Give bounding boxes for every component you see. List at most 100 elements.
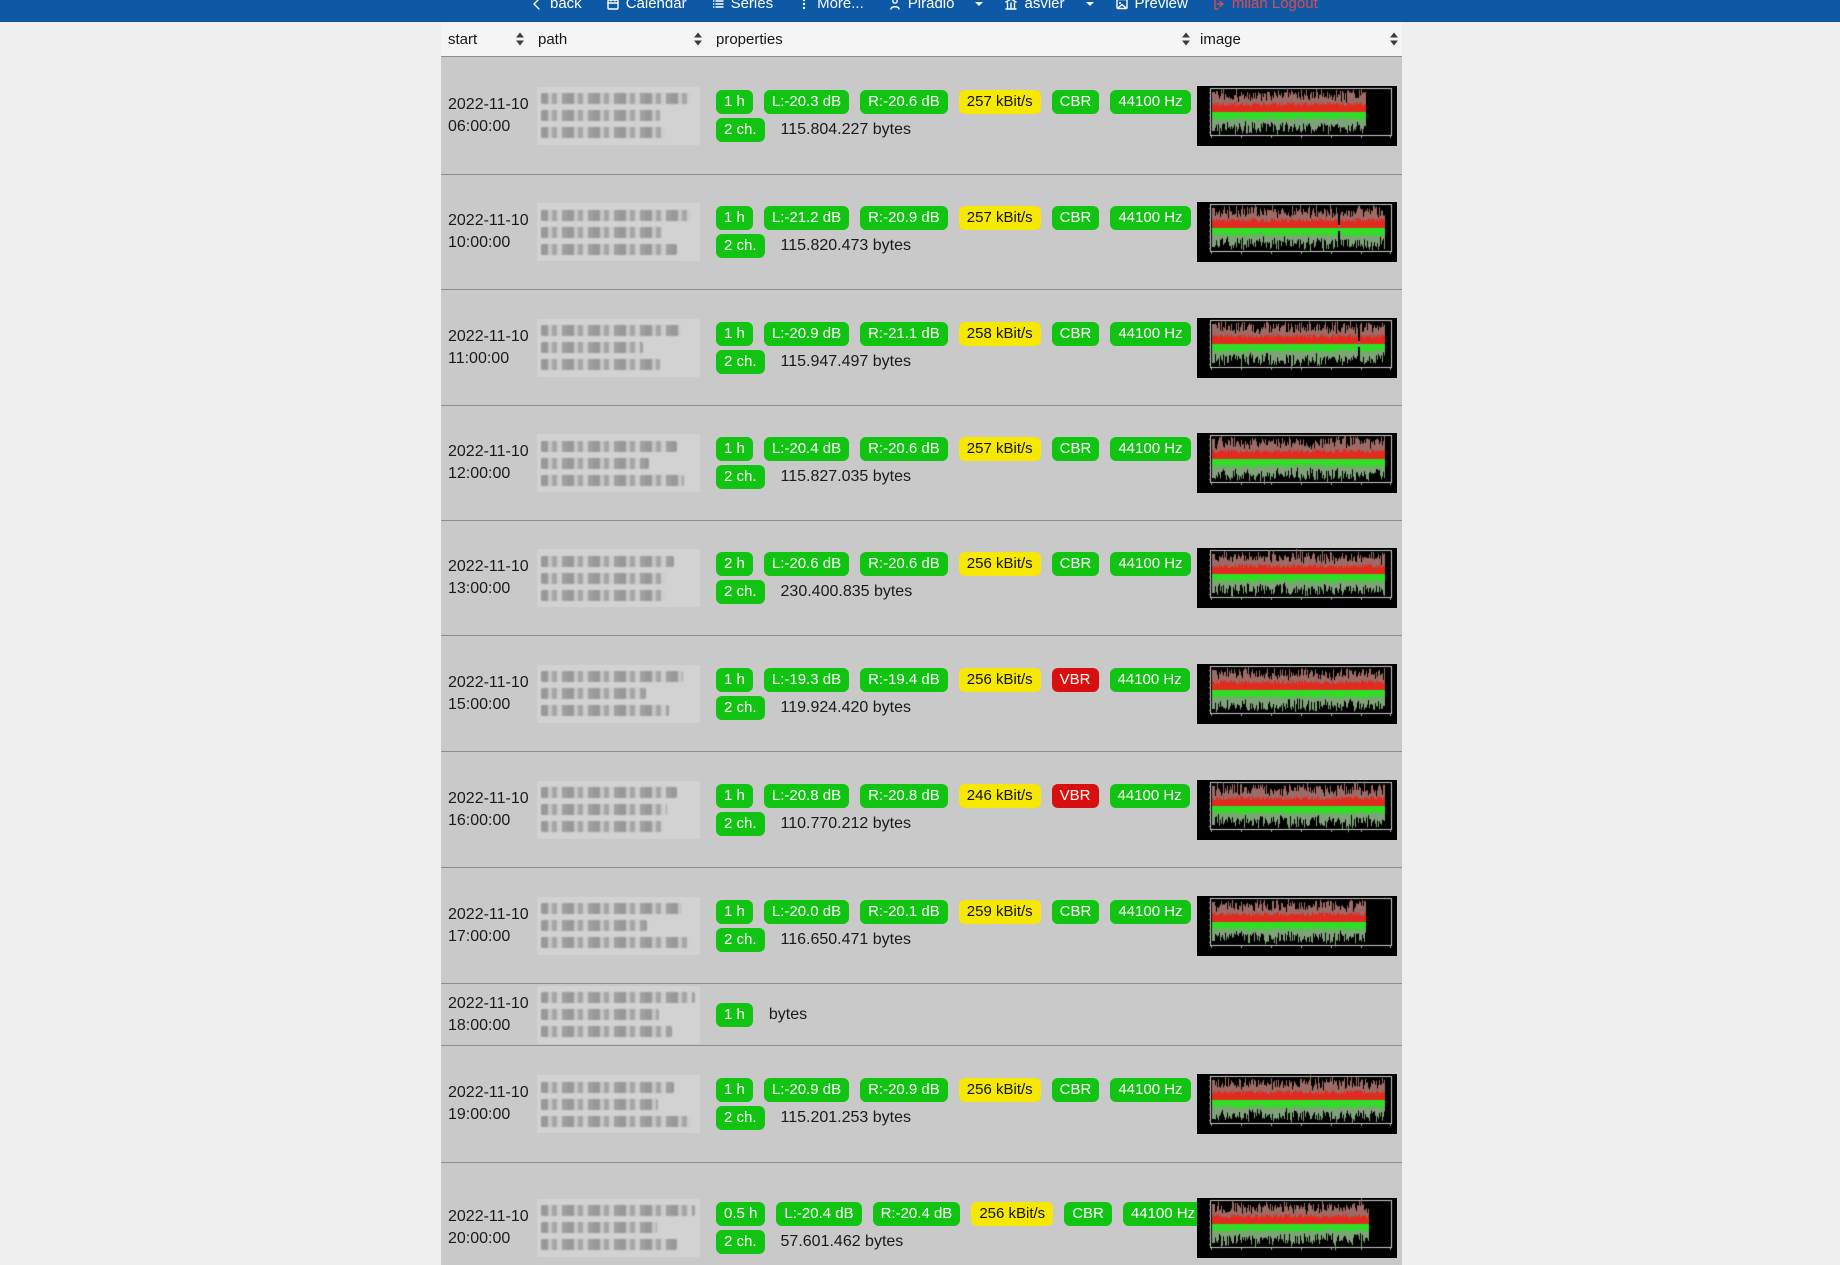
waveform-thumbnail[interactable] bbox=[1197, 1074, 1397, 1134]
duration-badge: 1 h bbox=[716, 899, 753, 924]
recordings-table: start path properties image 2022-11-10 0… bbox=[441, 22, 1402, 1265]
table-row[interactable]: 2022-11-10 19:00:00 1 h L:-20.9 dB R:-20.9… bbox=[441, 1045, 1402, 1162]
nav-item-asvler[interactable]: asvler bbox=[1004, 0, 1065, 12]
sort-icon-start[interactable] bbox=[516, 32, 524, 46]
channels-badge: 2 ch. bbox=[716, 1106, 765, 1130]
waveform-thumbnail[interactable] bbox=[1197, 433, 1397, 493]
properties-line-1: 1 h L:-20.9 dB R:-21.1 dB 258 kBit/s CBR 4410… bbox=[716, 321, 1191, 346]
column-header-image[interactable]: image bbox=[1200, 30, 1241, 48]
bitrate-badge: 256 kBit/s bbox=[958, 667, 1041, 692]
left-level-badge: L:-20.3 dB bbox=[763, 89, 850, 114]
channels-badge: 2 ch. bbox=[716, 580, 765, 604]
waveform-thumbnail[interactable] bbox=[1197, 779, 1397, 840]
sample-rate-badge: 44100 Hz bbox=[1110, 89, 1191, 114]
sample-rate-badge: 44100 Hz bbox=[1110, 437, 1191, 461]
duration-badge: 0.5 h bbox=[716, 1201, 766, 1226]
properties-cell: 1 h L:-19.3 dB R:-19.4 dB 256 kBit/s VBR 4410… bbox=[716, 667, 1190, 720]
waveform-thumbnail[interactable] bbox=[1197, 202, 1397, 262]
nav-item-back[interactable]: back bbox=[530, 0, 582, 12]
channels-badge: 2 ch. bbox=[716, 117, 765, 142]
table-row[interactable]: 2022-11-10 20:00:00 0.5 h L:-20.4 dB R:-20… bbox=[441, 1162, 1402, 1265]
left-level-badge: L:-21.2 dB bbox=[763, 206, 850, 230]
nav-item-more[interactable]: More... bbox=[797, 0, 864, 12]
path-cell-redacted bbox=[537, 434, 700, 492]
redacted-text-line bbox=[541, 920, 647, 931]
redacted-text-line bbox=[541, 903, 682, 914]
table-row[interactable]: 2022-11-10 10:00:00 1 h L:-21.2 dB R:-20.9… bbox=[441, 174, 1402, 289]
left-level-badge: L:-20.6 dB bbox=[763, 552, 850, 576]
file-size: 115.804.227 bytes bbox=[780, 120, 912, 138]
redacted-text-line bbox=[541, 1115, 691, 1127]
table-row[interactable]: 2022-11-10 16:00:00 1 h L:-20.8 dB R:-20.8… bbox=[441, 751, 1402, 867]
encoding-mode-badge: CBR bbox=[1064, 1201, 1112, 1226]
table-row[interactable]: 2022-11-10 11:00:00 1 h L:-20.9 dB R:-21.1… bbox=[441, 289, 1402, 405]
column-header-path[interactable]: path bbox=[538, 30, 568, 48]
nav-item-label: Preview bbox=[1134, 0, 1188, 12]
sort-icon-path[interactable] bbox=[694, 32, 702, 46]
channels-badge: 2 ch. bbox=[716, 695, 765, 720]
sample-rate-badge: 44100 Hz bbox=[1122, 1201, 1204, 1226]
nav-item-milan-logout[interactable]: milan Logout bbox=[1212, 0, 1318, 12]
redacted-text-line bbox=[541, 93, 690, 104]
start-cell: 2022-11-10 11:00:00 bbox=[448, 327, 529, 367]
sort-icon-image[interactable] bbox=[1390, 32, 1398, 46]
nav-item-piradio[interactable]: Piradio bbox=[888, 0, 954, 12]
properties-line-1: 1 h L:-20.9 dB R:-20.9 dB 256 kBit/s CBR 4410… bbox=[716, 1078, 1191, 1102]
redacted-text-line bbox=[541, 1009, 659, 1020]
properties-cell: 1 h L:-20.8 dB R:-20.8 dB 246 kBit/s VBR 4410… bbox=[716, 783, 1190, 836]
nav-caret[interactable] bbox=[1083, 0, 1097, 11]
start-cell: 2022-11-10 13:00:00 bbox=[448, 558, 529, 597]
waveform-thumbnail[interactable] bbox=[1197, 663, 1397, 724]
nav-item-series[interactable]: Series bbox=[711, 0, 774, 12]
bitrate-badge: 246 kBit/s bbox=[958, 783, 1041, 808]
waveform-thumbnail[interactable] bbox=[1197, 317, 1397, 378]
encoding-mode-badge: CBR bbox=[1051, 899, 1100, 924]
waveform-thumbnail[interactable] bbox=[1197, 85, 1397, 146]
table-row[interactable]: 2022-11-10 15:00:00 1 h L:-19.3 dB R:-19.4… bbox=[441, 635, 1402, 751]
path-cell-redacted bbox=[537, 1075, 700, 1133]
left-level-badge: L:-20.4 dB bbox=[776, 1201, 862, 1226]
image-icon bbox=[1115, 0, 1128, 9]
file-size: 115.201.253 bytes bbox=[780, 1109, 912, 1126]
duration-badge: 1 h bbox=[716, 89, 753, 114]
table-row[interactable]: 2022-11-10 18:00:00 1 h bytes bbox=[441, 983, 1402, 1045]
waveform-thumbnail[interactable] bbox=[1197, 548, 1397, 608]
table-row[interactable]: 2022-11-10 17:00:00 1 h L:-20.0 dB R:-20.1… bbox=[441, 867, 1402, 983]
encoding-mode-badge: CBR bbox=[1051, 1078, 1100, 1102]
waveform-thumbnail[interactable] bbox=[1197, 895, 1397, 956]
right-level-badge: R:-20.8 dB bbox=[860, 783, 948, 808]
bitrate-badge: 257 kBit/s bbox=[958, 206, 1041, 230]
properties-line-2: 2 ch. 110.770.212 bytes bbox=[716, 811, 1190, 836]
sample-rate-badge: 44100 Hz bbox=[1109, 667, 1190, 692]
properties-line-2: 2 ch. 116.650.471 bytes bbox=[716, 927, 1191, 952]
right-level-badge: R:-21.1 dB bbox=[860, 321, 948, 346]
duration-badge: 1 h bbox=[716, 206, 753, 230]
properties-cell: 1 h L:-21.2 dB R:-20.9 dB 257 kBit/s CBR 4410… bbox=[716, 206, 1191, 258]
sample-rate-badge: 44100 Hz bbox=[1110, 899, 1191, 924]
nav-item-calendar[interactable]: Calendar bbox=[606, 0, 687, 12]
bitrate-badge: 256 kBit/s bbox=[958, 1078, 1041, 1102]
sort-icon-properties[interactable] bbox=[1182, 32, 1190, 46]
nav-item-label: Calendar bbox=[625, 0, 687, 12]
waveform-thumbnail[interactable] bbox=[1197, 1197, 1397, 1258]
properties-line-1: 1 h bytes bbox=[716, 1002, 807, 1027]
calendar-icon bbox=[606, 0, 619, 10]
left-level-badge: L:-20.0 dB bbox=[763, 899, 850, 924]
kebab-menu-icon bbox=[802, 0, 806, 9]
back-arrow-icon bbox=[533, 0, 540, 10]
duration-badge: 1 h bbox=[716, 1078, 753, 1102]
column-header-properties[interactable]: properties bbox=[716, 30, 783, 48]
nav-item-preview[interactable]: Preview bbox=[1115, 0, 1188, 12]
nav-item-label: Series bbox=[730, 0, 774, 12]
table-row[interactable]: 2022-11-10 13:00:00 2 h L:-20.6 dB R:-20.6… bbox=[441, 520, 1402, 635]
table-row[interactable]: 2022-11-10 12:00:00 1 h L:-20.4 dB R:-20.6… bbox=[441, 405, 1402, 520]
table-row[interactable]: 2022-11-10 06:00:00 1 h L:-20.3 dB R:-20.6… bbox=[441, 56, 1402, 174]
duration-badge: 1 h bbox=[716, 437, 753, 461]
nav-caret[interactable] bbox=[972, 0, 986, 11]
redacted-text-line bbox=[541, 787, 677, 798]
column-header-start[interactable]: start bbox=[448, 30, 478, 48]
properties-line-2: 2 ch. 230.400.835 bytes bbox=[716, 580, 1191, 604]
path-cell-redacted bbox=[537, 664, 700, 723]
right-level-badge: R:-20.6 dB bbox=[860, 437, 948, 461]
redacted-text-line bbox=[541, 440, 677, 452]
